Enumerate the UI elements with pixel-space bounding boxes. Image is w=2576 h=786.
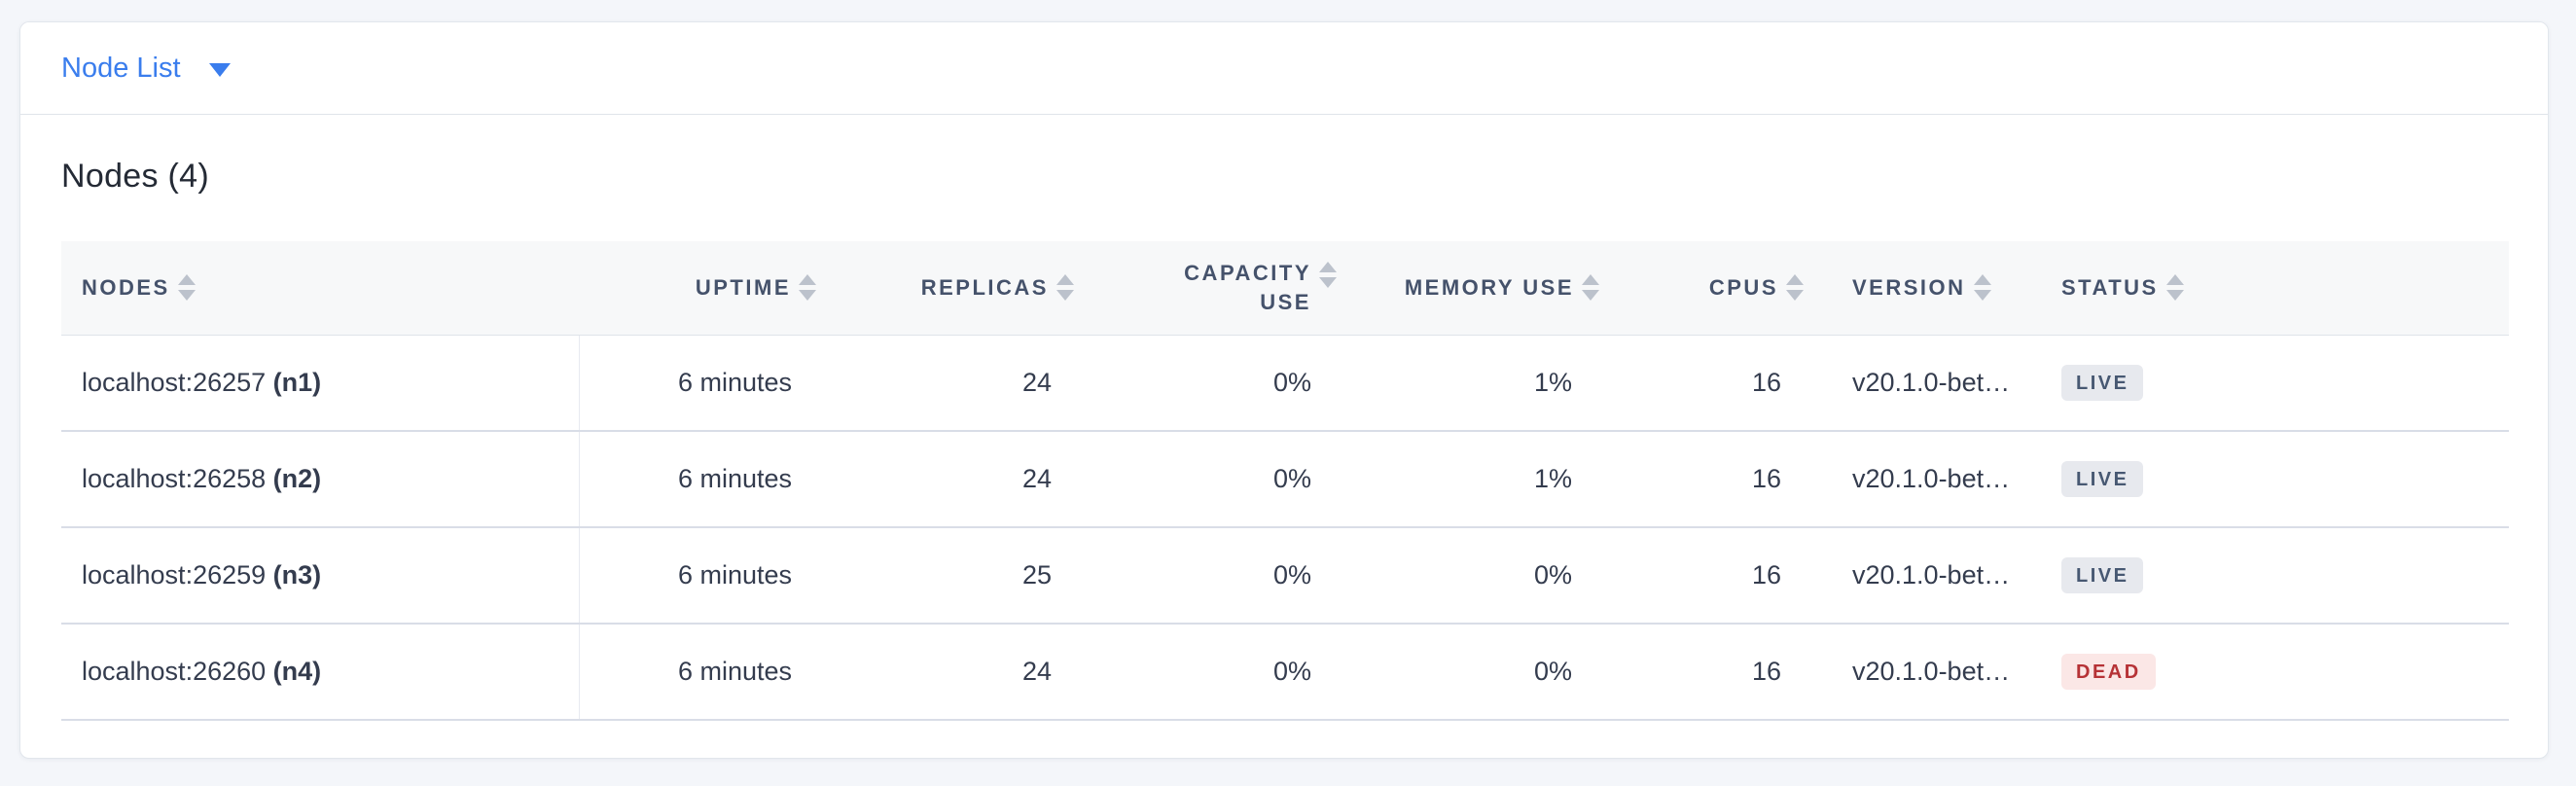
capacity-use-cell: 0% (1081, 335, 1343, 432)
table-row[interactable]: localhost:26257 (n1) 6 minutes 24 0% 1% … (61, 335, 2509, 432)
node-id: (n3) (272, 560, 322, 590)
table-row[interactable]: localhost:26260 (n4) 6 minutes 24 0% 0% … (61, 624, 2509, 721)
memory-use-cell: 0% (1343, 624, 1606, 721)
uptime-cell: 6 minutes (579, 431, 823, 528)
column-label: VERSION (1852, 274, 1966, 300)
cpus-cell: 16 (1606, 335, 1810, 432)
uptime-cell: 6 minutes (579, 335, 823, 432)
node-list-dropdown-label: Node List (61, 52, 181, 84)
memory-use-cell: 1% (1343, 335, 1606, 432)
status-badge: DEAD (2061, 654, 2156, 690)
sort-icon (1582, 274, 1599, 302)
status-badge: LIVE (2061, 461, 2144, 497)
column-header-cpus[interactable]: CPUS (1606, 241, 1810, 336)
node-id: (n1) (272, 367, 322, 397)
memory-use-cell: 1% (1343, 431, 1606, 528)
node-id: (n2) (272, 464, 322, 493)
column-label: NODES (82, 274, 170, 300)
replicas-cell: 24 (823, 335, 1081, 432)
capacity-use-cell: 0% (1081, 624, 1343, 721)
sort-icon (1786, 274, 1804, 302)
status-cell: DEAD (2044, 624, 2509, 721)
column-header-capacity-use[interactable]: CAPACITY USE (1081, 241, 1343, 336)
version-cell: v20.1.0-bet… (1810, 624, 2044, 721)
column-label: REPLICAS (920, 274, 1049, 300)
column-header-uptime[interactable]: UPTIME (579, 241, 823, 336)
column-header-replicas[interactable]: REPLICAS (823, 241, 1081, 336)
column-header-version[interactable]: VERSION (1810, 241, 2044, 336)
sort-icon (2165, 274, 2184, 302)
sort-icon (1973, 274, 1991, 302)
replicas-cell: 24 (823, 431, 1081, 528)
column-header-status[interactable]: STATUS (2044, 241, 2509, 336)
uptime-cell: 6 minutes (579, 527, 823, 625)
node-id: (n4) (272, 657, 322, 686)
sort-icon (1319, 261, 1337, 288)
column-label: STATUS (2061, 274, 2159, 300)
sort-icon (177, 274, 196, 302)
node-address-cell: localhost:26259 (n3) (61, 527, 580, 625)
column-label: MEMORY USE (1404, 274, 1574, 300)
card-body: Nodes (4) NODES (20, 158, 2548, 721)
sort-icon (799, 274, 816, 302)
column-header-memory-use[interactable]: MEMORY USE (1343, 241, 1606, 336)
status-cell: LIVE (2044, 335, 2509, 432)
column-label: CPUS (1708, 274, 1778, 300)
chevron-down-icon (208, 63, 231, 77)
node-list-card: Node List Nodes (4) NODES (19, 21, 2549, 759)
capacity-use-cell: 0% (1081, 431, 1343, 528)
version-cell: v20.1.0-bet… (1810, 431, 2044, 528)
page-title: Nodes (4) (61, 158, 209, 195)
cpus-cell: 16 (1606, 624, 1810, 721)
memory-use-cell: 0% (1343, 527, 1606, 625)
column-label: UPTIME (695, 274, 791, 300)
status-cell: LIVE (2044, 431, 2509, 528)
uptime-cell: 6 minutes (579, 624, 823, 721)
column-label: CAPACITY USE (1184, 260, 1311, 314)
node-address-cell: localhost:26257 (n1) (61, 335, 580, 432)
node-address: localhost:26259 (82, 560, 267, 590)
status-cell: LIVE (2044, 527, 2509, 625)
nodes-table: NODES UPTIME REPLICAS (61, 241, 2509, 721)
node-address-cell: localhost:26258 (n2) (61, 431, 580, 528)
card-header: Node List (20, 22, 2548, 115)
table-row[interactable]: localhost:26259 (n3) 6 minutes 25 0% 0% … (61, 527, 2509, 625)
version-cell: v20.1.0-bet… (1810, 527, 2044, 625)
node-address-cell: localhost:26260 (n4) (61, 624, 580, 721)
status-badge: LIVE (2061, 557, 2144, 593)
sort-icon (1056, 274, 1074, 302)
node-list-dropdown[interactable]: Node List (61, 53, 231, 85)
node-address: localhost:26258 (82, 464, 267, 493)
node-address: localhost:26260 (82, 657, 267, 686)
node-address: localhost:26257 (82, 367, 267, 397)
capacity-use-cell: 0% (1081, 527, 1343, 625)
table-header: NODES UPTIME REPLICAS (61, 241, 2509, 336)
version-cell: v20.1.0-bet… (1810, 335, 2044, 432)
cpus-cell: 16 (1606, 431, 1810, 528)
replicas-cell: 24 (823, 624, 1081, 721)
status-badge: LIVE (2061, 364, 2144, 401)
replicas-cell: 25 (823, 527, 1081, 625)
cpus-cell: 16 (1606, 527, 1810, 625)
column-header-nodes[interactable]: NODES (61, 241, 579, 336)
table-row[interactable]: localhost:26258 (n2) 6 minutes 24 0% 1% … (61, 431, 2509, 528)
